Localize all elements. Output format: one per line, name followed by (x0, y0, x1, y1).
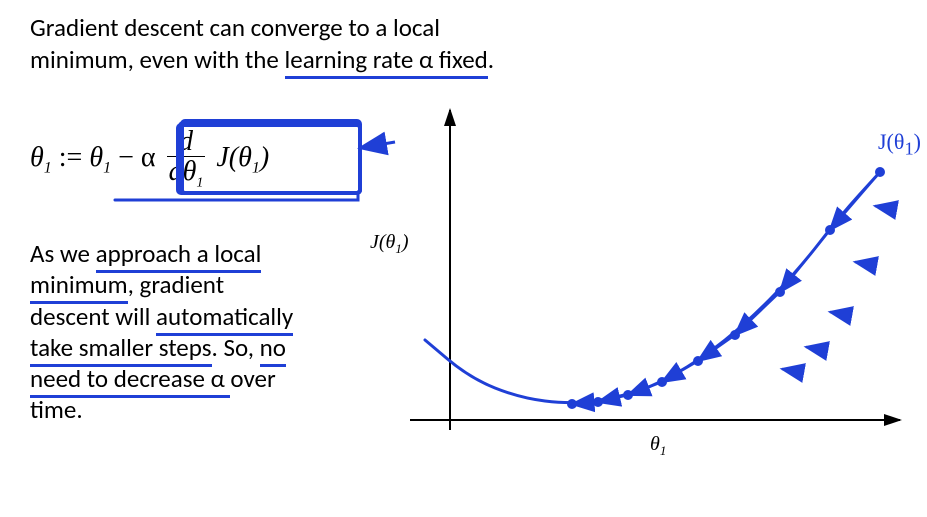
overlay-svg (0, 0, 927, 517)
